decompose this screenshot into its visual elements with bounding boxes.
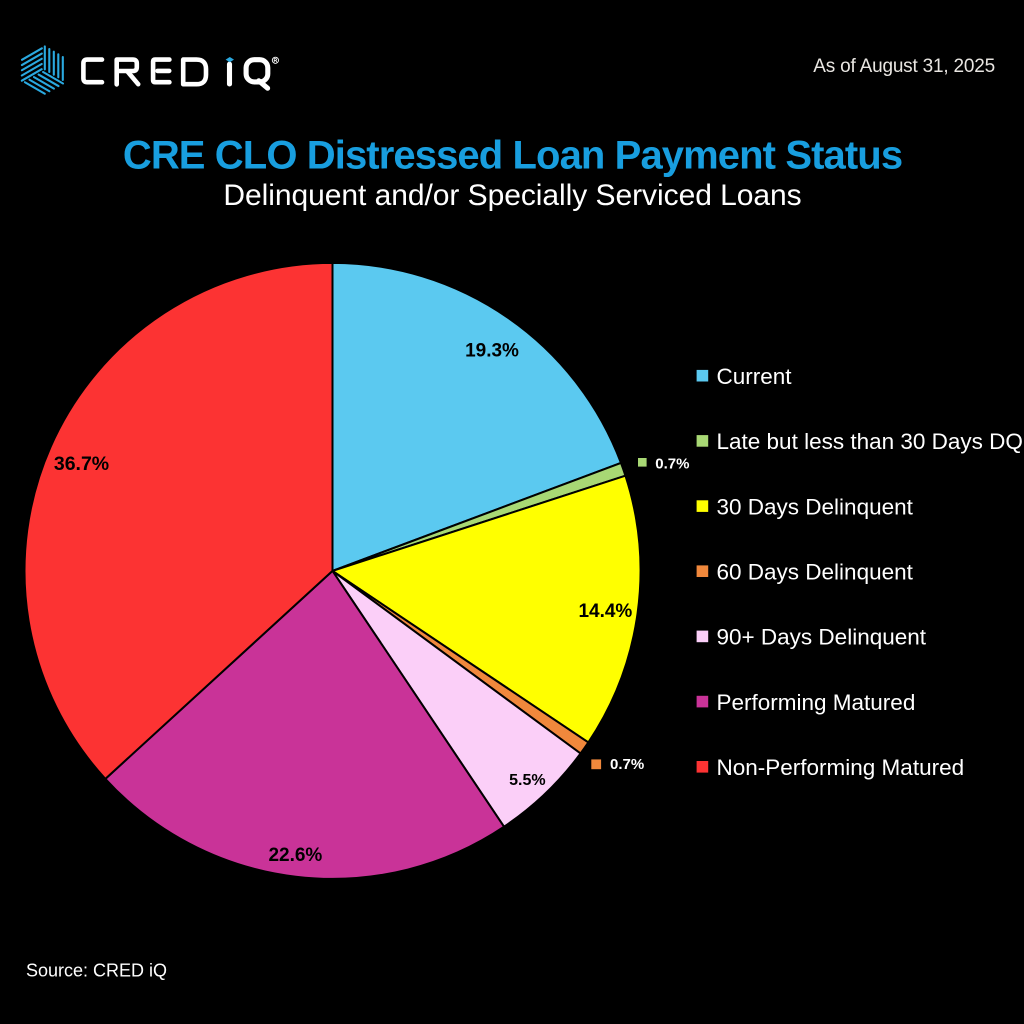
svg-text:Performing Matured: Performing Matured <box>717 690 916 715</box>
svg-text:CRE CLO Distressed Loan Paymen: CRE CLO Distressed Loan Payment Status <box>123 134 902 178</box>
svg-text:90+ Days Delinquent: 90+ Days Delinquent <box>717 625 927 650</box>
svg-text:0.7%: 0.7% <box>655 456 689 473</box>
svg-text:0.7%: 0.7% <box>610 756 644 773</box>
svg-text:36.7%: 36.7% <box>54 453 109 475</box>
svg-text:22.6%: 22.6% <box>268 845 322 866</box>
svg-text:Current: Current <box>717 364 793 389</box>
svg-text:30 Days Delinquent: 30 Days Delinquent <box>717 494 914 519</box>
svg-text:Delinquent and/or Specially Se: Delinquent and/or Specially Serviced Loa… <box>223 179 801 212</box>
svg-text:As of August 31, 2025: As of August 31, 2025 <box>813 56 995 77</box>
svg-text:5.5%: 5.5% <box>509 772 545 789</box>
svg-text:Late but less than 30 Days DQ: Late but less than 30 Days DQ <box>717 429 1023 454</box>
svg-text:14.4%: 14.4% <box>578 601 632 622</box>
svg-text:19.3%: 19.3% <box>465 340 519 361</box>
svg-text:Non-Performing Matured: Non-Performing Matured <box>717 755 965 780</box>
svg-text:60 Days Delinquent: 60 Days Delinquent <box>717 559 914 584</box>
svg-text:Source: CRED iQ: Source: CRED iQ <box>26 961 167 981</box>
